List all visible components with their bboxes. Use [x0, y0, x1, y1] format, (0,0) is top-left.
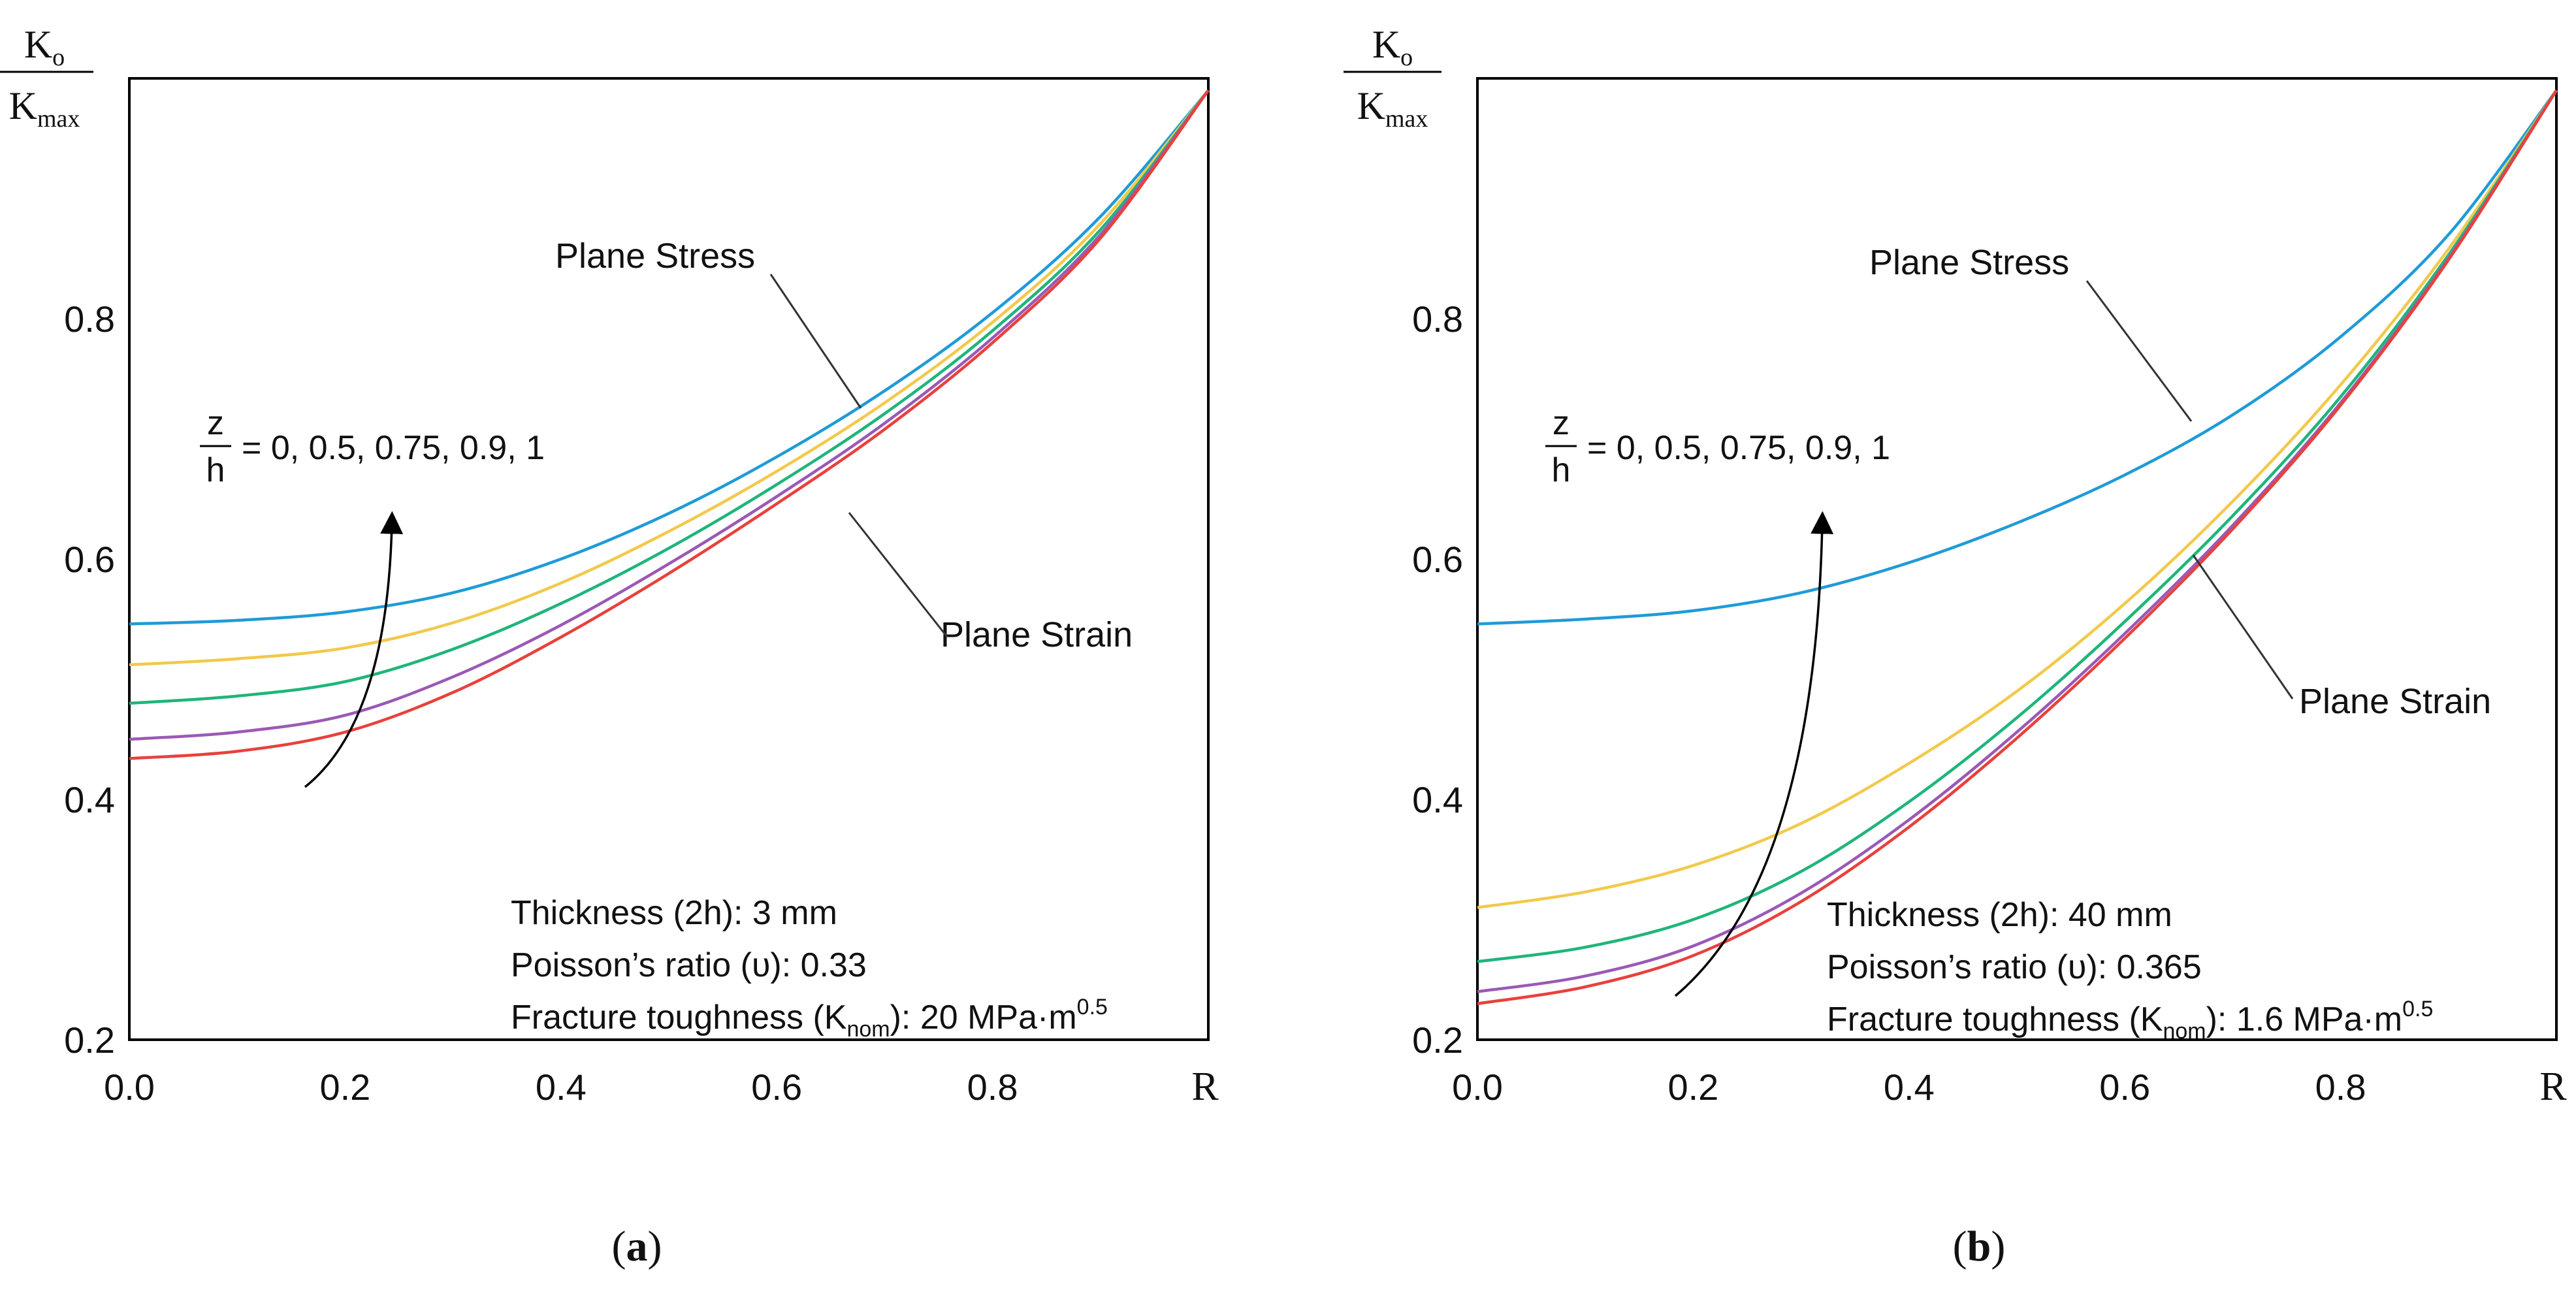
- y-label-den-base: K: [1357, 84, 1385, 127]
- series-line-0: [1477, 89, 2558, 626]
- fracture-post: ): 1.6 MPa·m: [2206, 1001, 2403, 1038]
- y-axis-label-denominator: Kmax: [9, 84, 80, 133]
- y-tick-label: 0.8: [64, 298, 115, 340]
- h-denominator: h: [206, 451, 225, 489]
- series-line-2: [129, 89, 1210, 705]
- y-tick-label: 0.4: [1412, 779, 1463, 820]
- x-tick-label: 0.2: [1667, 1066, 1718, 1108]
- h-denominator: h: [1552, 451, 1571, 489]
- y-label-num-base: K: [1372, 23, 1400, 66]
- y-tick-label: 0.6: [64, 539, 115, 580]
- series-line-4: [129, 89, 1210, 760]
- series-line-3: [1477, 89, 2558, 993]
- x-tick-label: 0.6: [751, 1066, 802, 1108]
- x-tick-label: 0.8: [967, 1066, 1018, 1108]
- poisson-ratio-text: Poisson’s ratio (υ): 0.365: [1827, 948, 2202, 986]
- fracture-sup: 0.5: [1077, 995, 1108, 1019]
- x-tick-label: 0.8: [2315, 1066, 2366, 1108]
- series-line-2: [1477, 89, 2558, 963]
- plane-strain-leader: [848, 512, 948, 637]
- panel-label-open-paren: (: [612, 1223, 626, 1270]
- panel-label-open-paren: (: [1953, 1223, 1967, 1270]
- fracture-post: ): 20 MPa·m: [890, 999, 1077, 1036]
- y-label-den-base: K: [9, 84, 37, 127]
- thickness-text: Thickness (2h): 3 mm: [511, 894, 837, 932]
- fracture-pre: Fracture toughness (K: [511, 999, 847, 1036]
- z-over-h-annotation: zh = 0, 0.5, 0.75, 0.9, 1: [1545, 404, 1890, 489]
- y-tick-label: 0.2: [64, 1019, 115, 1061]
- plane-strain-leader: [2192, 554, 2294, 699]
- series-line-1: [1477, 89, 2558, 909]
- fracture-sub: nom: [846, 1017, 890, 1042]
- panel-label: (a): [612, 1223, 662, 1270]
- y-tick-label: 0.2: [1412, 1019, 1463, 1061]
- series-line-0: [129, 89, 1210, 626]
- panel-label-letter: b: [1967, 1223, 1991, 1270]
- material-info: Thickness (2h): 3 mm Poisson’s ratio (υ):…: [511, 894, 1108, 1042]
- y-axis-label-denominator: Kmax: [1357, 84, 1428, 133]
- fracture-toughness-text: Fracture toughness (Knom): 20 MPa·m0.5: [511, 995, 1108, 1042]
- y-tick-label: 0.4: [64, 779, 115, 820]
- material-info: Thickness (2h): 40 mm Poisson’s ratio (υ)…: [1827, 896, 2433, 1044]
- x-tick-label: 0.4: [1884, 1066, 1935, 1108]
- y-label-num-sub: o: [52, 44, 65, 71]
- plane-stress-leader: [2085, 280, 2193, 422]
- series-line-4: [1477, 89, 2558, 1006]
- panel-label-close-paren: ): [648, 1223, 662, 1270]
- z-over-h-values: = 0, 0.5, 0.75, 0.9, 1: [1587, 429, 1890, 467]
- thickness-text: Thickness (2h): 40 mm: [1827, 896, 2172, 934]
- plane-stress-leader: [769, 274, 862, 409]
- panel-label: (b): [1953, 1223, 2006, 1270]
- z-numerator: z: [207, 404, 224, 442]
- x-tick-label: 0.6: [2099, 1066, 2150, 1108]
- y-label-den-sub: max: [1385, 105, 1428, 133]
- fracture-pre: Fracture toughness (K: [1827, 1001, 2163, 1038]
- z-over-h-values: = 0, 0.5, 0.75, 0.9, 1: [242, 429, 545, 467]
- plane-stress-label: Plane Stress: [1869, 243, 2069, 282]
- plane-strain-label: Plane Strain: [941, 615, 1133, 654]
- poisson-ratio-text: Poisson’s ratio (υ): 0.33: [511, 946, 867, 984]
- series-line-3: [129, 89, 1210, 741]
- fracture-sup: 0.5: [2402, 997, 2433, 1021]
- y-axis-label-numerator: Ko: [1372, 23, 1413, 71]
- y-tick-label: 0.8: [1412, 298, 1463, 340]
- z-numerator: z: [1553, 404, 1570, 442]
- x-axis-label: R: [1191, 1065, 1219, 1109]
- z-over-h-annotation: zh = 0, 0.5, 0.75, 0.9, 1: [200, 404, 545, 489]
- x-tick-label: 0.0: [104, 1066, 155, 1108]
- series-line-1: [129, 89, 1210, 667]
- plot-frame: [128, 77, 1210, 1041]
- plot-frame: [1476, 77, 2558, 1041]
- chart-panel-b: 0.20.40.60.80.0 0.2 0.4 0.6 0.8 RKoKmaxPlane …: [1344, 23, 2567, 1270]
- y-label-num-sub: o: [1400, 44, 1413, 71]
- x-axis-label: R: [2539, 1065, 2567, 1109]
- increasing-z-arrow: [304, 511, 404, 788]
- panel-label-letter: a: [626, 1223, 648, 1270]
- fracture-toughness-text: Fracture toughness (Knom): 1.6 MPa·m0.5: [1827, 997, 2433, 1044]
- y-label-den-sub: max: [37, 105, 80, 133]
- plane-stress-label: Plane Stress: [555, 236, 755, 276]
- x-tick-label: 0.2: [319, 1066, 370, 1108]
- fracture-sub: nom: [2163, 1019, 2206, 1044]
- x-tick-label: 0.4: [536, 1066, 587, 1108]
- y-tick-label: 0.6: [1412, 539, 1463, 580]
- chart-panel-a: 0.20.40.60.80.0 0.2 0.4 0.6 0.8 RKoKmaxPlane …: [0, 23, 1219, 1270]
- increasing-z-arrow: [1674, 511, 1834, 997]
- plane-strain-label: Plane Strain: [2299, 682, 2491, 721]
- x-tick-label: 0.0: [1452, 1066, 1503, 1108]
- y-axis-label-numerator: Ko: [24, 23, 65, 71]
- y-label-num-base: K: [24, 23, 52, 66]
- panel-label-close-paren: ): [1991, 1223, 2005, 1270]
